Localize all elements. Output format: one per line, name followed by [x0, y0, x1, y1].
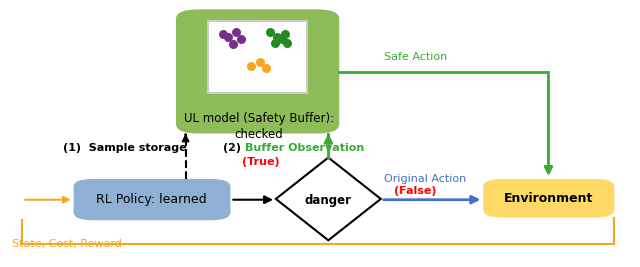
Text: State, Cost, Reward: State, Cost, Reward: [12, 239, 122, 249]
Text: Buffer Observation: Buffer Observation: [245, 143, 364, 153]
Point: [270, 41, 280, 45]
Point: [277, 37, 287, 41]
Text: UL model (Safety Buffer):: UL model (Safety Buffer):: [184, 112, 334, 125]
Text: checked: checked: [235, 128, 284, 141]
Point: [273, 35, 283, 39]
Point: [255, 60, 265, 65]
Point: [280, 32, 291, 37]
Point: [260, 66, 271, 70]
Point: [218, 32, 228, 36]
Text: danger: danger: [305, 194, 352, 207]
Polygon shape: [276, 158, 381, 240]
Point: [246, 64, 256, 68]
Point: [230, 30, 241, 34]
FancyBboxPatch shape: [176, 9, 339, 134]
Point: [282, 41, 292, 45]
Point: [236, 37, 246, 41]
FancyBboxPatch shape: [483, 179, 614, 218]
Text: (1)  Sample storage: (1) Sample storage: [63, 143, 187, 153]
Text: (2): (2): [223, 143, 244, 153]
Point: [228, 42, 238, 46]
FancyBboxPatch shape: [74, 179, 230, 220]
Point: [264, 30, 275, 34]
Text: (False): (False): [394, 186, 436, 197]
Text: Safe Action: Safe Action: [384, 52, 447, 62]
Text: Original Action: Original Action: [384, 174, 467, 184]
Text: RL Policy: learned: RL Policy: learned: [97, 193, 207, 206]
Point: [223, 35, 233, 39]
Text: Environment: Environment: [504, 192, 593, 205]
Text: (True): (True): [242, 156, 280, 167]
